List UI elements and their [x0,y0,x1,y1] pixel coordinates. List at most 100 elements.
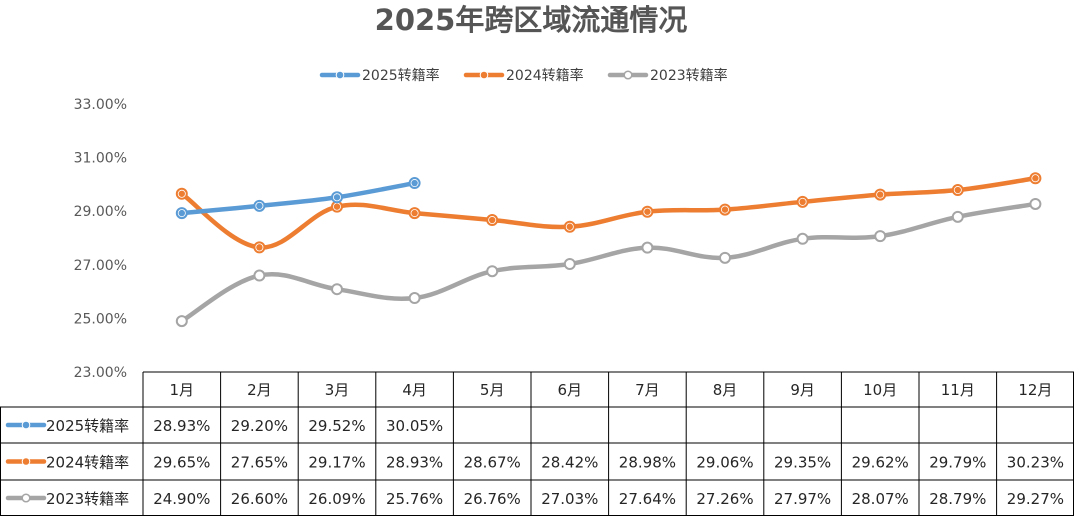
table-cell: 28.98% [619,454,676,472]
legend-label: 2023转籍率 [650,67,728,84]
table-row: 2023转籍率 24.90% 26.60% 26.09% 25.76% 26.76% 27.… [5,490,1064,508]
month-header: 6月 [558,381,583,399]
series-lines [175,172,1042,328]
y-tick-label: 31.00% [74,151,127,167]
y-axis: 23.00% 25.00% 27.00% 29.00% 31.00% 33.00% [74,97,127,381]
y-tick-label: 25.00% [74,311,127,327]
series-line [179,175,1038,250]
month-header: 11月 [941,381,975,399]
table-cell: 27.64% [619,490,676,508]
data-point-fill [178,209,185,217]
row-legend-marker-icon [21,420,31,430]
data-point-fill [256,244,263,251]
data-point-fill [1032,175,1039,182]
data-point [563,257,576,270]
y-tick-label: 23.00% [74,365,127,381]
data-point [1029,197,1042,210]
table-cell: 29.65% [153,454,210,472]
data-point-fill [954,186,961,194]
table-cell: 29.62% [852,454,909,472]
month-header: 3月 [325,381,350,399]
table-cell: 28.93% [153,417,210,435]
table-cell: 28.93% [386,454,443,472]
table-cell: 28.79% [929,490,986,508]
legend-item: 2024转籍率 [463,67,584,84]
table-cell: 28.42% [541,454,598,472]
data-point-fill [566,223,573,230]
data-point [796,232,809,245]
data-point-fill [489,216,496,224]
data-point [486,265,499,278]
table-cell: 26.76% [464,490,521,508]
data-point-fill [178,190,185,197]
table-row: 2024转籍率 29.65% 27.65% 29.17% 28.93% 28.67% 28.… [5,454,1064,472]
table-cell: 28.07% [852,490,909,508]
table-cell: 30.05% [386,417,443,435]
data-point [175,315,188,328]
data-point [951,210,964,223]
month-header: 10月 [863,381,897,399]
table-cell: 27.65% [231,454,288,472]
y-tick-label: 29.00% [74,204,127,220]
y-tick-label: 27.00% [74,258,127,274]
month-header: 5月 [480,381,505,399]
month-header: 8月 [713,381,738,399]
series-line [179,180,417,216]
month-header: 7月 [635,381,660,399]
data-point [408,292,421,305]
legend-item: 2025转籍率 [319,67,440,84]
table-cell: 29.06% [696,454,753,472]
legend-marker-icon [479,70,489,80]
table-cell: 26.60% [231,490,288,508]
data-point-fill [256,202,263,210]
table-cell: 29.79% [929,454,986,472]
table-cell: 29.20% [231,417,288,435]
table-cell: 29.52% [308,417,365,435]
legend-marker-icon [335,70,345,80]
legend-label: 2025转籍率 [362,67,440,84]
table-cell: 24.90% [153,490,210,508]
table-cell: 26.09% [308,490,365,508]
legend-item: 2023转籍率 [607,67,728,84]
data-point [253,269,266,282]
data-point [331,283,343,296]
y-tick-label: 33.00% [74,97,127,113]
row-legend-marker-icon [21,493,31,503]
data-point-fill [644,208,651,215]
data-point-fill [411,179,418,187]
row-label: 2024转籍率 [46,454,129,472]
data-point [874,230,887,243]
row-legend-marker-icon [21,457,31,466]
legend-label: 2024转籍率 [506,67,584,84]
table-cell: 30.23% [1007,454,1064,472]
legend: 2025转籍率 2024转籍率 2023转籍率 [319,67,728,84]
legend-marker-icon [623,70,633,80]
data-point-fill [333,194,341,201]
data-point-fill [877,191,884,198]
table-cell: 29.17% [308,454,365,472]
row-label: 2025转籍率 [46,417,129,435]
month-header: 1月 [170,381,195,399]
table-cell: 25.76% [386,490,443,508]
data-point [719,251,731,264]
data-point [641,241,654,254]
data-point-fill [333,203,341,210]
data-point-fill [799,198,806,206]
data-point-fill [411,209,418,217]
data-point-fill [721,206,729,213]
month-header: 9月 [790,381,815,399]
chart-title: 2025年跨区域流通情况 [375,3,688,37]
table-row: 2025转籍率 28.93% 29.20% 29.52% 30.05% [5,417,443,435]
data-table: 1月 2月 3月 4月 5月 6月 7月 8月 9月 10月 11月 12月 2025转籍率 28.93%… [0,371,1074,516]
month-header: 2月 [247,381,272,399]
table-cell: 27.26% [696,490,753,508]
table-cell: 28.67% [464,454,521,472]
month-header: 12月 [1018,381,1052,399]
table-cell: 29.35% [774,454,831,472]
table-cell: 27.97% [774,490,831,508]
row-label: 2023转籍率 [46,490,129,508]
month-header: 4月 [402,381,427,399]
table-cell: 29.27% [1007,490,1064,508]
table-cell: 27.03% [541,490,598,508]
